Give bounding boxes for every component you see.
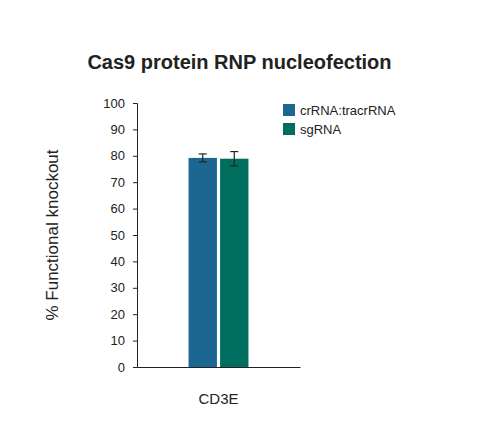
y-tick-mark	[133, 156, 137, 157]
y-tick-label: 30	[111, 280, 125, 295]
y-tick-mark	[133, 261, 137, 262]
error-bar-stem	[234, 152, 235, 166]
y-tick-label: 20	[111, 307, 125, 322]
y-tick: 50	[111, 228, 137, 243]
error-bar-cap	[199, 161, 207, 162]
y-tick: 10	[111, 333, 137, 348]
y-tick: 20	[111, 307, 137, 322]
legend-swatch	[283, 123, 295, 135]
legend-label: crRNA:tracrRNA	[300, 103, 396, 118]
y-tick: 80	[111, 148, 137, 163]
y-tick: 30	[111, 280, 137, 295]
legend: crRNA:tracrRNA sgRNA	[283, 103, 396, 137]
x-axis-line	[138, 367, 301, 368]
x-tick: CD3E	[198, 367, 238, 407]
error-bar-cap	[199, 153, 207, 154]
error-bar-cap	[230, 151, 238, 152]
y-tick-mark	[133, 209, 137, 210]
y-tick-label: 70	[111, 175, 125, 190]
y-tick-mark	[133, 103, 137, 104]
y-tick-mark	[133, 235, 137, 236]
y-tick-label: 50	[111, 228, 125, 243]
y-tick: 100	[103, 96, 137, 111]
error-bar	[199, 154, 207, 162]
x-axis: CD3E	[138, 367, 301, 407]
legend-label: sgRNA	[300, 122, 342, 137]
y-tick-label: 80	[111, 148, 125, 163]
y-tick-mark	[133, 182, 137, 183]
x-tick-label: CD3E	[198, 390, 238, 407]
y-axis-line	[133, 104, 138, 368]
error-bar-cap	[230, 165, 238, 166]
legend-swatch	[283, 104, 295, 116]
y-tick-mark	[133, 367, 137, 368]
chart: Cas9 protein RNP nucleofection 0 10 20 30 40 5…	[0, 0, 479, 432]
y-tick-label: 60	[111, 201, 125, 216]
y-tick: 0	[118, 360, 137, 375]
title: Cas9 protein RNP nucleofection	[87, 51, 391, 73]
y-tick-mark	[133, 314, 137, 315]
error-bar-stem	[202, 154, 203, 162]
y-tick-mark	[133, 288, 137, 289]
bar	[220, 159, 248, 367]
y-tick-mark	[133, 341, 137, 342]
series	[220, 152, 248, 367]
y-tick-mark	[133, 129, 137, 130]
y-tick: 90	[111, 122, 137, 137]
series	[189, 154, 217, 367]
y-tick: 40	[111, 254, 137, 269]
y-axis-title: % Functional knockout	[43, 149, 62, 320]
y-axis: 0 10 20 30 40 50 60 70 80 90 100	[103, 96, 137, 375]
y-tick: 60	[111, 201, 137, 216]
y-tick-label: 90	[111, 122, 125, 137]
y-tick-label: 100	[103, 96, 125, 111]
y-tick: 70	[111, 175, 137, 190]
y-tick-label: 10	[111, 333, 125, 348]
error-bar	[230, 152, 238, 166]
y-tick-label: 0	[118, 360, 125, 375]
bar	[189, 158, 217, 367]
y-tick-label: 40	[111, 254, 125, 269]
plot-area	[189, 152, 249, 367]
